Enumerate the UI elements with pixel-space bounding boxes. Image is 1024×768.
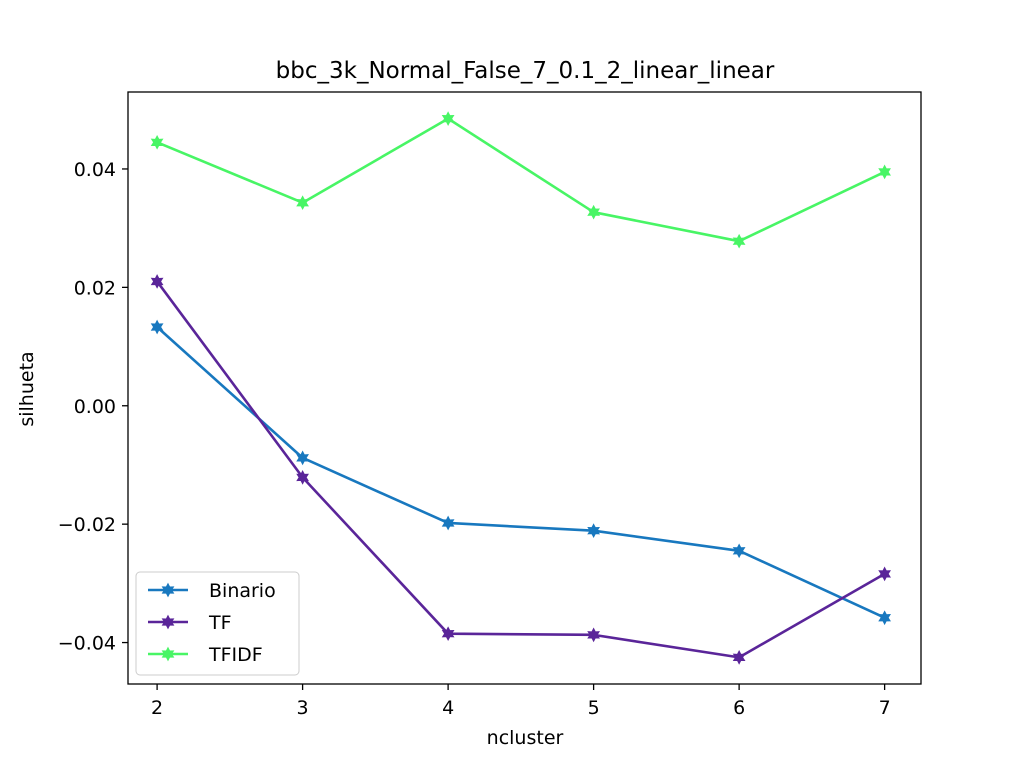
x-axis-label: ncluster — [487, 727, 564, 749]
series-binario — [150, 319, 891, 626]
data-point-binario — [878, 610, 891, 626]
series-layer — [150, 111, 891, 665]
series-line-tf — [156, 280, 886, 659]
data-point-binario — [587, 523, 600, 539]
x-tick-label: 5 — [588, 697, 600, 719]
legend-item-tf: TF — [148, 612, 232, 634]
legend-box — [135, 571, 300, 676]
y-tick-label: 0.00 — [74, 396, 116, 418]
data-point-tfidf — [878, 164, 891, 180]
x-tick-label: 6 — [733, 697, 745, 719]
legend-label-tf: TF — [208, 612, 232, 634]
x-axis: 2 3 4 5 6 7 — [151, 684, 891, 719]
legend-label-tfidf: TFIDF — [208, 644, 263, 666]
data-point-tfidf — [587, 204, 600, 220]
y-tick-label: 0.04 — [74, 159, 116, 181]
data-point-binario — [732, 543, 746, 559]
data-point-tf — [878, 566, 891, 582]
series-tf — [150, 274, 891, 665]
data-point-binario — [150, 319, 164, 335]
chart-title: bbc_3k_Normal_False_7_0.1_2_linear_linea… — [276, 58, 775, 84]
legend-marker-tfidf — [161, 646, 175, 662]
plot-frame — [127, 91, 922, 685]
y-axis: −0.04 −0.02 0.00 0.02 0.04 — [58, 159, 128, 655]
x-tick-label: 3 — [297, 697, 309, 719]
legend: Binario TF TFIDF — [135, 571, 300, 676]
data-point-tf — [587, 627, 600, 643]
data-point-tf — [150, 274, 164, 289]
series-line-binario — [156, 326, 886, 619]
data-point-binario — [441, 515, 455, 531]
x-tick-label: 2 — [151, 697, 163, 719]
data-point-tfidf — [150, 134, 164, 150]
data-point-tfidf — [441, 111, 455, 126]
series-line-tfidf — [156, 117, 886, 243]
data-point-binario — [296, 450, 309, 466]
legend-item-tfidf: TFIDF — [148, 644, 263, 666]
data-point-tf — [732, 650, 746, 665]
data-point-tf — [441, 626, 455, 642]
legend-item-binario: Binario — [148, 580, 276, 602]
data-point-tf — [296, 470, 309, 485]
legend-marker-binario — [161, 582, 175, 598]
y-tick-label: −0.04 — [58, 633, 116, 655]
y-axis-label: silhueta — [16, 351, 38, 426]
y-tick-label: 0.02 — [74, 277, 116, 299]
y-tick-label: −0.02 — [58, 514, 116, 536]
legend-marker-tf — [161, 614, 175, 630]
data-point-tfidf — [732, 233, 746, 249]
x-tick-label: 4 — [442, 697, 454, 719]
legend-label-binario: Binario — [209, 580, 276, 602]
series-tfidf — [150, 111, 891, 249]
data-point-tfidf — [296, 195, 309, 211]
x-tick-label: 7 — [879, 697, 891, 719]
